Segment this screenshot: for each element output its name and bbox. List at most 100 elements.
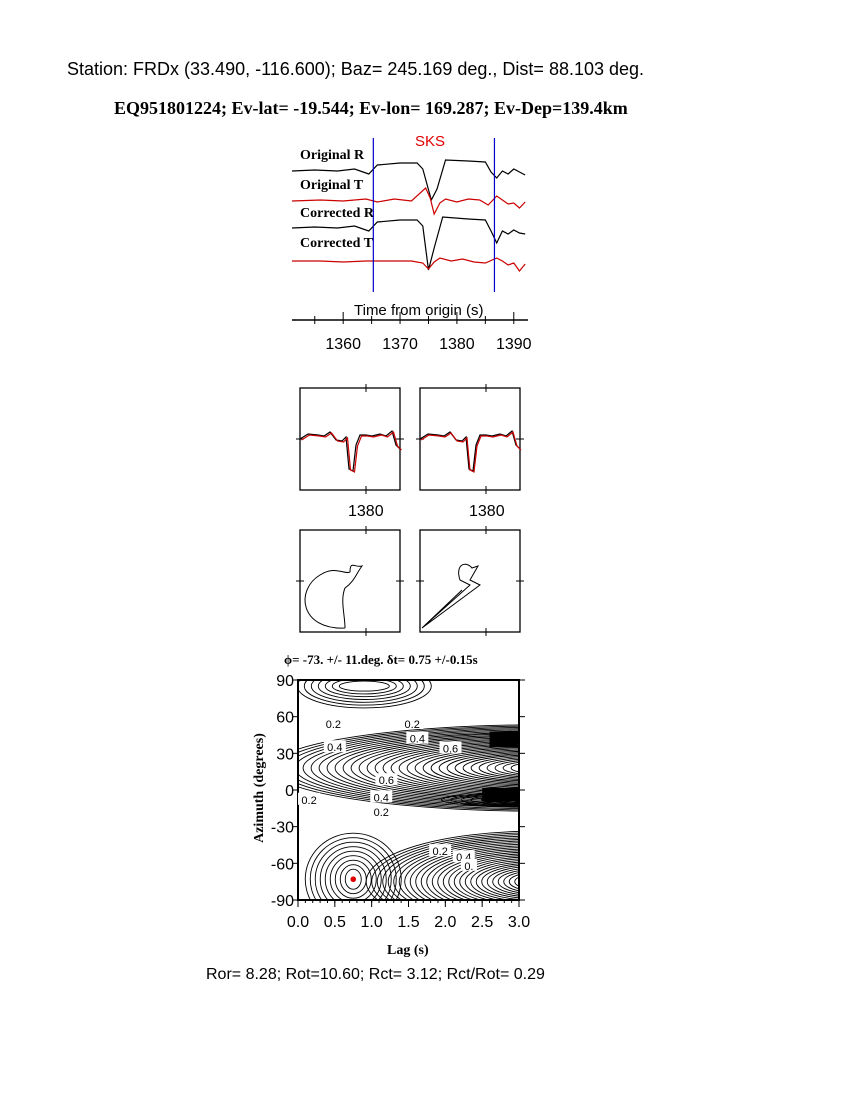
contour-xtick-label: 1.0 [361,914,383,931]
contour-ytick-label: 90 [276,673,294,690]
contour-label-bg [401,717,424,729]
contour-ytick-label: -90 [271,893,294,910]
contour-upper-band [430,749,519,787]
contour-zero-band [480,794,519,805]
contour-upper-band [446,752,519,784]
contour-upper-band [318,731,519,805]
contour-zero-band [460,793,519,807]
contour-zero-band [531,798,551,802]
contour-label: 0. [464,861,473,873]
contour-upper-band [478,757,519,779]
contour-minimum [329,855,377,900]
contour-lower-lobe [514,876,519,887]
contour-label-bg [439,741,462,754]
time-tick-label: 1360 [325,336,361,353]
contour-label-bg [375,773,398,786]
contour-upper-band [438,750,519,786]
contour-zero-band [521,797,561,802]
contour-upper-band [298,725,519,811]
contour-label-bg [370,790,393,803]
phase-label: SKS [415,133,446,150]
contour-ytick-label: -60 [271,856,294,873]
contour-lower-lobe [365,831,519,900]
contour-lower-lobe [393,839,519,900]
contour-label-bg [406,731,429,744]
contour-upper-band [502,761,519,775]
contour-lower-lobe [376,834,519,900]
contour-upper-band [302,729,519,807]
contour-label-bg [429,844,452,857]
trace-corrected-t [292,257,526,272]
contour-lower-lobe [398,840,519,900]
trace-original-r [291,159,526,202]
contour-upper-band [494,760,519,776]
panel-tick-label-left: 1380 [348,503,384,520]
contour-upper-band [518,767,519,769]
contour-minimum [309,837,397,900]
contour-lower-lobe [442,853,519,900]
contour-upper-band [470,756,519,780]
contour-label: 0.2 [326,719,341,731]
contour-upper-band [298,728,519,808]
contour-dense-upper [489,731,519,748]
contour-upper-band [366,739,519,797]
contour-lower-lobe [448,855,519,900]
contour-top [338,680,390,692]
waveform-slow-corrected [420,430,522,473]
contour-lower-lobe [481,865,519,899]
contour-ytick-label: 60 [276,710,294,727]
contour-label: 0.4 [327,742,342,754]
contour-lower-lobe [437,851,519,900]
best-fit-marker [350,876,357,883]
contour-label: 0.2 [374,807,389,819]
waveform-panel-corrected [419,387,521,491]
contour-lines [298,680,561,900]
contour-top [303,680,425,706]
contour-upper-band [382,742,519,794]
particle-motion-original [304,564,364,629]
contour-minimum [319,846,387,900]
contour-lower-lobe [492,868,519,895]
contour-upper-band [298,726,519,810]
contour-xtick-label: 2.5 [471,914,493,931]
contour-xtick-label: 3.0 [508,914,530,931]
trace-corrected-r [291,216,526,271]
contour-lower-lobe [382,835,519,900]
contour-xtick-label: 2.0 [434,914,456,931]
contour-label: 0.2 [301,795,316,807]
contour-upper-band [535,766,547,770]
contour-minimum [314,841,392,900]
contour-zero-band [470,794,519,806]
contour-upper-band [422,748,519,788]
contour-lower-lobe [371,832,519,900]
contour-zero-band [450,792,519,807]
contour-upper-band [334,734,519,802]
contour-label: 0.4 [410,734,425,746]
trace-label-original-r: Original R [300,148,365,163]
contour-label-bg [460,858,477,871]
contour-ytick-label: 0 [285,783,294,800]
time-tick-label: 1380 [439,336,475,353]
contour-upper-band [414,747,519,789]
contour-upper-band [510,763,519,773]
trace-original-t [291,187,526,216]
trace-label-corrected-r: Corrected R [300,206,374,221]
contour-label: 0.4 [374,792,389,804]
contour-upper-band [298,724,519,812]
contour-upper-band [390,743,519,793]
contour-label-bg [298,792,321,805]
contour-label-bg [322,717,345,729]
contour-dense-middle [482,787,519,802]
contour-upper-band [326,733,519,803]
contour-xlabel: Lag (s) [387,943,429,958]
contour-title: ϕ= -73. +/- 11.deg. δt= 0.75 +/-0.15s [284,652,478,667]
contour-label-bg [323,740,346,753]
contour-top [310,680,418,703]
contour-lower-lobe [486,866,519,897]
trace-label-corrected-t: Corrected T [300,236,373,251]
particle-panel-original [299,529,401,633]
contour-lower-lobe [387,837,519,900]
time-tick-label: 1370 [382,336,418,353]
contour-lower-lobe [470,861,519,900]
